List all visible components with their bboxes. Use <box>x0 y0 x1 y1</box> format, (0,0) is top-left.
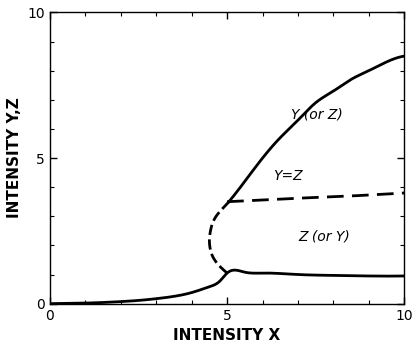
Text: Y=Z: Y=Z <box>273 168 303 182</box>
Y-axis label: INTENSITY Y,Z: INTENSITY Y,Z <box>7 98 22 218</box>
X-axis label: INTENSITY X: INTENSITY X <box>173 328 281 343</box>
Text: Y (or Z): Y (or Z) <box>291 107 343 121</box>
Text: Z (or Y): Z (or Y) <box>298 230 350 244</box>
